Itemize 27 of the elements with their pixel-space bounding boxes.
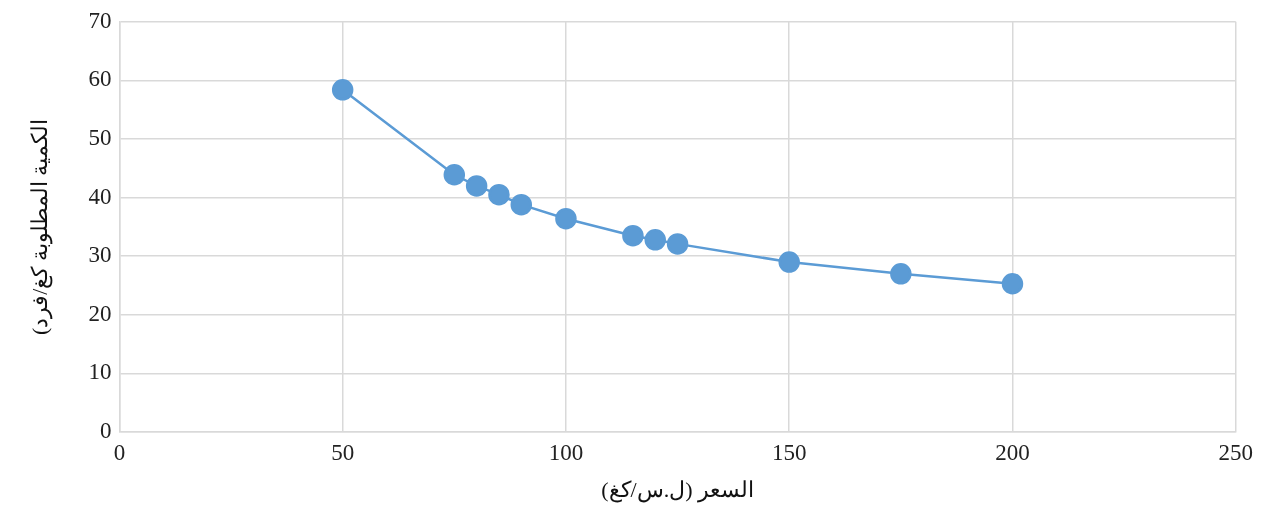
point <box>555 207 577 230</box>
x-tick-label: 50 <box>331 439 355 465</box>
y-tick-label: 0 <box>99 418 112 444</box>
point <box>1001 272 1024 295</box>
x-tick-label: 150 <box>771 439 807 465</box>
point <box>488 183 510 206</box>
y-tick-label: 70 <box>88 7 112 33</box>
point <box>465 175 488 197</box>
point <box>644 229 666 251</box>
y-tick-label: 40 <box>88 183 112 209</box>
point <box>331 79 354 101</box>
x-tick-label: 250 <box>1218 439 1253 465</box>
y-tick-label: 30 <box>88 242 112 268</box>
x-axis-title: السعر (ل.س/كغ) <box>601 476 754 503</box>
point <box>890 263 912 285</box>
y-tick-label: 50 <box>88 125 112 151</box>
x-tick-label: 200 <box>995 439 1030 465</box>
y-tick-label: 10 <box>88 359 112 385</box>
point <box>510 193 533 216</box>
y-axis-title: الكمية المطلوبة كغ/فرد) <box>26 118 53 336</box>
x-tick-label: 100 <box>548 439 584 465</box>
y-tick-label: 60 <box>88 66 112 92</box>
point <box>443 164 466 186</box>
point <box>622 224 644 247</box>
point <box>778 251 800 273</box>
point <box>666 233 689 255</box>
y-tick-label: 20 <box>88 300 112 326</box>
